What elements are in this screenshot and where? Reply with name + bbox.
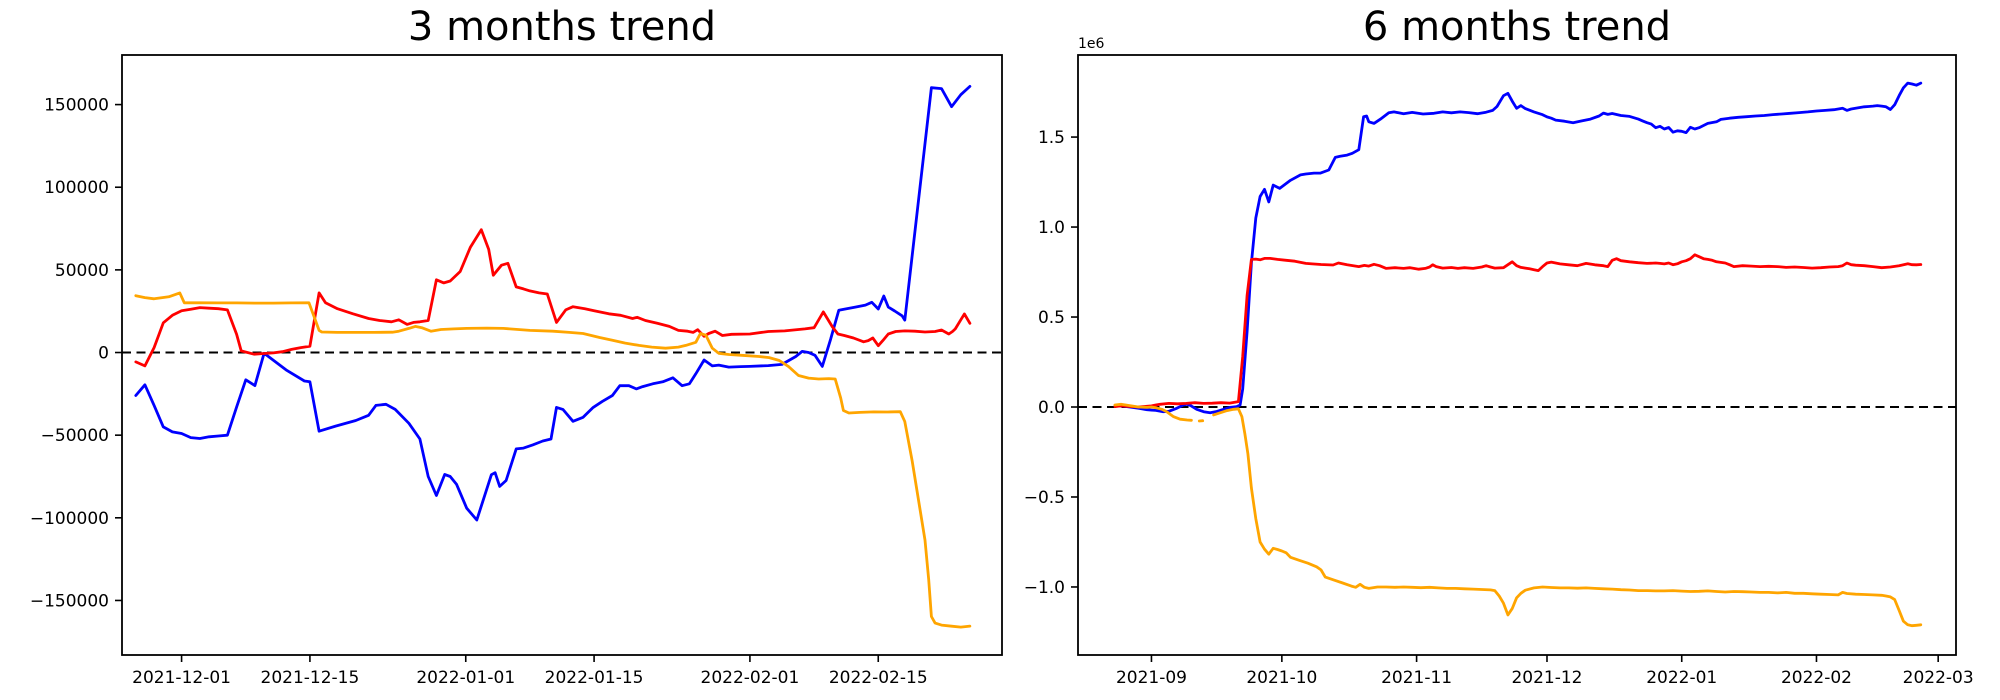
y-tick-label: 100000 [44, 178, 109, 198]
series-line-orange [1212, 407, 1923, 628]
y-tick-label: −0.5 [1024, 488, 1065, 508]
y-tick-label: −150000 [30, 591, 109, 611]
x-tick-label: 2022-02-01 [701, 668, 800, 688]
series-line-blue [134, 85, 972, 522]
y-tick-label: −1.0 [1024, 578, 1065, 598]
y-tick-label: 0.5 [1038, 308, 1065, 328]
y-tick-label: 1.5 [1038, 128, 1065, 148]
x-tick-label: 2022-01-01 [416, 668, 515, 688]
chart-title-right: 6 months trend [1362, 4, 1672, 50]
y-tick-label: −100000 [30, 509, 109, 529]
series-line-orange [1113, 402, 1193, 422]
x-tick-label: 2022-03 [1903, 668, 1974, 688]
x-tick-label: 2022-01-15 [545, 668, 644, 688]
series-line-red [134, 228, 972, 368]
y-tick-label: 0.0 [1038, 398, 1065, 418]
plot-background [1078, 55, 1956, 655]
y-tick-label: −50000 [41, 426, 109, 446]
axes-frame [121, 54, 1003, 656]
x-tick-label: 2021-10 [1246, 668, 1317, 688]
x-tick-label: 2022-01 [1646, 668, 1717, 688]
chart-0: 150000 100000 50000 0 −50000 −100000 −150000 20… [30, 54, 1003, 688]
chart-title-left: 3 months trend [407, 4, 717, 50]
x-tick-label: 2021-12-15 [261, 668, 360, 688]
x-tick-label: 2021-11 [1381, 668, 1452, 688]
series-line-blue [1113, 81, 1923, 415]
x-tick-label: 2022-02 [1781, 668, 1852, 688]
x-tick-label: 2022-02-15 [829, 668, 928, 688]
axes-frame [1077, 54, 1957, 656]
y-tick-label: 50000 [55, 261, 109, 281]
x-tick-label: 2021-09 [1116, 668, 1187, 688]
y-tick-label: 0 [98, 344, 109, 364]
x-tick-label: 2021-12 [1511, 668, 1582, 688]
series-line-red [1113, 253, 1923, 409]
y-tick-label: 1.0 [1038, 218, 1065, 238]
y-axis-offset-text: 1e6 [1078, 36, 1105, 52]
x-tick-label: 2021-12-01 [132, 668, 231, 688]
series-line-orange [134, 291, 972, 629]
y-tick-label: 150000 [44, 96, 109, 116]
chart-1: 1.5 1.0 0.5 0.0 −0.5 −1.0 2021-09 2021-10 2021-1… [1024, 36, 1974, 688]
